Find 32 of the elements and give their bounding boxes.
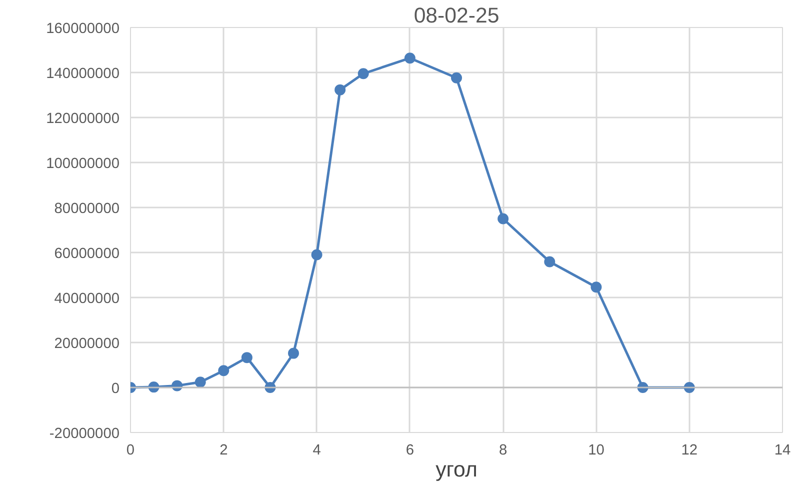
x-tick-label: 0 — [126, 442, 135, 458]
x-tick-label: 4 — [312, 442, 321, 458]
y-tick-label: 20000000 — [54, 336, 120, 352]
point — [404, 52, 416, 64]
point — [451, 72, 462, 84]
x-tick-label: 6 — [406, 442, 414, 458]
y-tick-label: 40000000 — [54, 291, 120, 307]
x-tick-label: 14 — [774, 442, 791, 458]
x-axis-title: угол — [436, 458, 478, 482]
chart-title: 08-02-25 — [414, 4, 500, 28]
y-tick-label: -20000000 — [49, 426, 120, 442]
x-tick-label: 2 — [220, 442, 228, 458]
x-tick-label: 8 — [498, 442, 508, 458]
y-tick-label: 60000000 — [54, 246, 120, 262]
y-tick-label: 140000000 — [46, 66, 120, 82]
point — [590, 282, 602, 293]
point — [311, 249, 322, 260]
y-tick-label: 0 — [111, 381, 120, 397]
y-tick-label: 80000000 — [54, 201, 120, 217]
point — [544, 256, 556, 268]
point — [334, 84, 346, 96]
point — [288, 348, 299, 359]
x-tick-label: 10 — [588, 442, 604, 458]
y-tick-label: 120000000 — [46, 111, 120, 127]
point — [218, 365, 230, 376]
point — [194, 376, 206, 388]
y-tick-label: 160000000 — [46, 21, 120, 37]
point — [358, 68, 369, 80]
x-tick-label: 12 — [681, 442, 698, 458]
point — [498, 213, 509, 224]
y-tick-label: 100000000 — [46, 156, 120, 172]
point — [241, 352, 252, 364]
